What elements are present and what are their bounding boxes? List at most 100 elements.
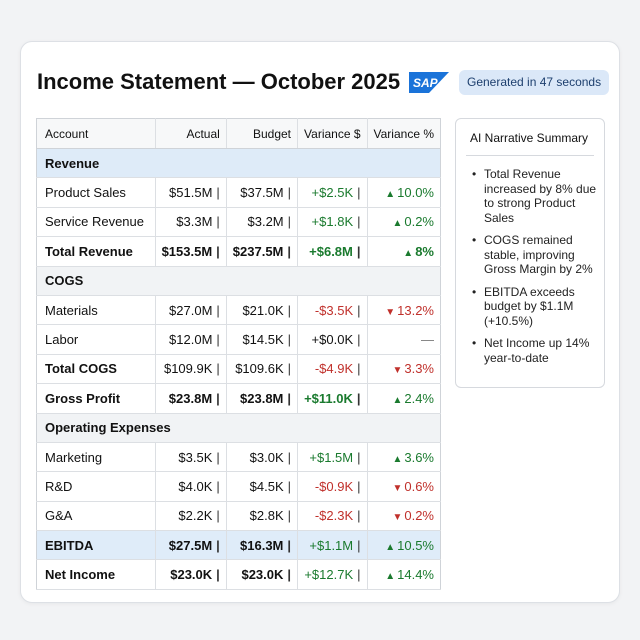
budget-cell: $109.6K |	[225, 354, 298, 385]
down-triangle-icon: ▼	[392, 365, 403, 377]
table-row-ga[interactable]: G&A $2.2K | $2.8K | -$2.3K | ▼ 0.2%	[36, 501, 441, 532]
variance-amount-cell: +$0.0K |	[297, 324, 368, 355]
budget-cell: $37.5M |	[225, 177, 298, 208]
variance-percent-cell: ▲ 0.2%	[366, 207, 441, 238]
table-row-total-cogs[interactable]: Total COGS $109.9K | $109.6K | -$4.9K | ▼ 3.…	[36, 354, 441, 385]
actual-cell: $51.5M |	[154, 177, 227, 208]
variance-percent-cell: ▲ 10.0%	[366, 177, 441, 208]
actual-cell: $23.0K |	[154, 559, 227, 590]
variance-percent-cell: ▼ 13.2%	[366, 295, 441, 326]
section-label: Revenue	[36, 148, 441, 179]
budget-cell: $3.2M |	[225, 207, 298, 238]
variance-amount-cell: +$1.1M |	[297, 530, 368, 561]
column-header-actual[interactable]: Actual	[154, 118, 227, 149]
narrative-item: Total Revenue increased by 8% due to str…	[470, 167, 598, 225]
section-row-operating-expenses: Operating Expenses	[36, 413, 441, 443]
variance-amount-cell: -$3.5K |	[297, 295, 368, 326]
up-triangle-icon: ▲	[385, 541, 396, 553]
actual-cell: $3.3M |	[154, 207, 227, 238]
budget-cell: $23.0K |	[225, 559, 298, 590]
column-header-account[interactable]: Account	[36, 118, 156, 149]
sap-logo-icon: SAP	[409, 72, 449, 93]
table-row-net-income[interactable]: Net Income $23.0K | $23.0K | +$12.7K | ▲ 14.…	[36, 559, 441, 590]
table-row-ebitda[interactable]: EBITDA $27.5M | $16.3M | +$1.1M | ▲ 10.5%	[36, 530, 441, 561]
down-triangle-icon: ▼	[392, 482, 403, 494]
actual-cell: $27.0M |	[154, 295, 227, 326]
account-cell: Gross Profit	[36, 383, 156, 414]
table-row-total-revenue[interactable]: Total Revenue $153.5M | $237.5M | +$6.8M | …	[36, 236, 441, 267]
variance-percent-cell: ▲ 8%	[366, 236, 441, 267]
actual-cell: $4.0K |	[154, 471, 227, 502]
variance-percent-cell: ▲ 3.6%	[366, 442, 441, 473]
variance-percent-cell: ▼ 3.3%	[366, 354, 441, 385]
table-row-product-sales[interactable]: Product Sales $51.5M | $37.5M | +$2.5K | ▲ 1…	[36, 177, 441, 208]
section-label: Operating Expenses	[36, 413, 441, 443]
variance-percent-cell: ▲ 14.4%	[366, 559, 441, 590]
budget-cell: $21.0K |	[225, 295, 298, 326]
down-triangle-icon: ▼	[392, 512, 403, 524]
up-triangle-icon: ▲	[403, 247, 414, 259]
down-triangle-icon: ▼	[385, 306, 396, 318]
column-header-variance-percent[interactable]: Variance %	[366, 118, 441, 149]
account-cell: G&A	[36, 501, 156, 532]
narrative-item: EBITDA exceeds budget by $1.1M (+10.5%)	[470, 285, 598, 329]
account-cell: Total Revenue	[36, 236, 156, 267]
actual-cell: $27.5M |	[154, 530, 227, 561]
variance-amount-cell: -$2.3K |	[297, 501, 368, 532]
narrative-title: AI Narrative Summary	[470, 131, 589, 145]
budget-cell: $2.8K |	[225, 501, 298, 532]
narrative-divider	[466, 155, 594, 156]
variance-percent-cell: ▼ 0.2%	[366, 501, 441, 532]
table-row-materials[interactable]: Materials $27.0M | $21.0K | -$3.5K | ▼ 13.2%	[36, 295, 441, 326]
variance-amount-cell: -$4.9K |	[297, 354, 368, 385]
column-header-variance-amount[interactable]: Variance $	[297, 118, 368, 149]
table-row-marketing[interactable]: Marketing $3.5K | $3.0K | +$1.5M | ▲ 3.6%	[36, 442, 441, 473]
narrative-item: Net Income up 14% year-to-date	[470, 336, 598, 365]
up-triangle-icon: ▲	[392, 218, 403, 230]
account-cell: Marketing	[36, 442, 156, 473]
table-header-row: Account Actual Budget Variance $ Varianc…	[36, 118, 441, 149]
variance-amount-cell: +$2.5K |	[297, 177, 368, 208]
up-triangle-icon: ▲	[385, 189, 396, 201]
variance-percent-cell: —	[366, 324, 441, 355]
actual-cell: $153.5M |	[154, 236, 227, 267]
budget-cell: $16.3M |	[225, 530, 298, 561]
section-row-revenue: Revenue	[36, 148, 441, 179]
variance-percent-cell: ▲ 10.5%	[366, 530, 441, 561]
section-row-cogs: COGS	[36, 266, 441, 296]
table-row-labor[interactable]: Labor $12.0M | $14.5K | +$0.0K | —	[36, 324, 441, 355]
account-cell: Service Revenue	[36, 207, 156, 238]
page-title: Income Statement — October 2025	[37, 69, 401, 94]
generated-time-badge: Generated in 47 seconds	[459, 70, 610, 95]
actual-cell: $23.8M |	[154, 383, 227, 414]
budget-cell: $237.5M |	[225, 236, 298, 267]
budget-cell: $14.5K |	[225, 324, 298, 355]
ai-narrative-panel: AI Narrative Summary Total Revenue incre…	[455, 118, 605, 388]
table-row-gross-profit[interactable]: Gross Profit $23.8M | $23.8M | +$11.0K | ▲ 2…	[36, 383, 441, 414]
actual-cell: $2.2K |	[154, 501, 227, 532]
variance-percent-cell: ▼ 0.6%	[366, 471, 441, 502]
variance-amount-cell: +$11.0K |	[297, 383, 368, 414]
variance-amount-cell: -$0.9K |	[297, 471, 368, 502]
account-cell: Net Income	[36, 559, 156, 590]
table-row-service-revenue[interactable]: Service Revenue $3.3M | $3.2M | +$1.8K | ▲ 0…	[36, 207, 441, 238]
income-statement-table: Account Actual Budget Variance $ Varianc…	[36, 118, 441, 590]
up-triangle-icon: ▲	[392, 394, 403, 406]
narrative-list: Total Revenue increased by 8% due to str…	[470, 167, 598, 373]
section-label: COGS	[36, 266, 441, 296]
actual-cell: $3.5K |	[154, 442, 227, 473]
narrative-item: COGS remained stable, improving Gross Ma…	[470, 233, 598, 277]
actual-cell: $12.0M |	[154, 324, 227, 355]
account-cell: Total COGS	[36, 354, 156, 385]
table-row-rd[interactable]: R&D $4.0K | $4.5K | -$0.9K | ▼ 0.6%	[36, 471, 441, 502]
account-cell: Materials	[36, 295, 156, 326]
variance-percent-cell: ▲ 2.4%	[366, 383, 441, 414]
variance-amount-cell: +$12.7K |	[297, 559, 368, 590]
budget-cell: $3.0K |	[225, 442, 298, 473]
column-header-budget[interactable]: Budget	[225, 118, 298, 149]
variance-amount-cell: +$1.5M |	[297, 442, 368, 473]
budget-cell: $23.8M |	[225, 383, 298, 414]
account-cell: EBITDA	[36, 530, 156, 561]
variance-amount-cell: +$6.8M |	[297, 236, 368, 267]
actual-cell: $109.9K |	[154, 354, 227, 385]
